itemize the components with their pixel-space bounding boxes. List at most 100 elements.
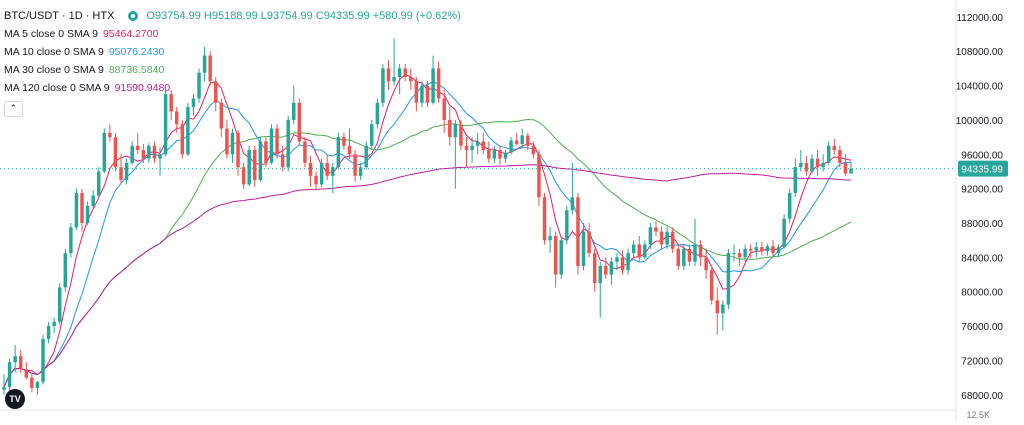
indicator-ma5[interactable]: MA 5 close 0 SMA 9 95464.2700 (4, 28, 158, 40)
candle-body (108, 132, 112, 138)
candle (219, 98, 224, 138)
candle (141, 144, 146, 163)
candle (709, 265, 714, 305)
indicator-ma120[interactable]: MA 120 close 0 SMA 9 91590.9480 (4, 82, 170, 94)
candle (97, 167, 101, 198)
candle-body (598, 265, 602, 284)
candle (565, 205, 569, 245)
indicator-value: 91590.9480 (114, 82, 171, 94)
price-tick-label: 108000.00 (956, 47, 1004, 58)
indicator-label: MA 5 close 0 SMA 9 (4, 28, 98, 40)
candle (832, 138, 837, 155)
candle (799, 150, 803, 172)
candle (236, 130, 240, 176)
candle (592, 248, 597, 292)
candle (721, 300, 725, 331)
candle-body (386, 68, 391, 82)
candle (604, 257, 608, 279)
candle-body (799, 162, 803, 168)
candle (353, 150, 357, 182)
candle (414, 77, 419, 112)
candle (620, 250, 625, 275)
candle (687, 244, 692, 266)
candle-body (308, 162, 313, 176)
candle-body (559, 240, 563, 275)
indicator-ma30[interactable]: MA 30 close 0 SMA 9 88736.5840 (4, 64, 164, 76)
candle-body (147, 145, 151, 159)
collapse-legend-button[interactable]: ⌃ (4, 101, 23, 117)
tradingview-logo[interactable]: TV (5, 389, 25, 409)
candle-body (793, 167, 798, 193)
price-tick-label: 92000.00 (961, 185, 1003, 196)
chevron-up-icon: ⌃ (9, 103, 18, 113)
candle (325, 154, 329, 181)
candle (2, 374, 6, 395)
candle-body (453, 124, 458, 138)
candle-body (180, 124, 185, 155)
candle-body (509, 140, 513, 153)
candle-body (392, 77, 396, 82)
candle (80, 188, 84, 232)
candle-body (97, 171, 101, 196)
candle (581, 223, 586, 271)
candle (364, 141, 368, 170)
candle (136, 132, 140, 155)
candle (297, 98, 302, 146)
candle (69, 223, 73, 258)
candle (670, 227, 675, 254)
candle (737, 248, 742, 266)
candle (286, 115, 290, 172)
candle-body (654, 227, 658, 232)
candle-body (63, 253, 68, 288)
ma-line-120 (3, 164, 852, 388)
price-tick-label: 84000.00 (961, 253, 1003, 264)
candle (787, 188, 792, 224)
candle (442, 89, 446, 133)
candle (637, 235, 641, 262)
candle (409, 68, 413, 90)
candle-body (698, 244, 703, 258)
candle (793, 158, 798, 198)
candle (269, 124, 274, 165)
candle (202, 46, 207, 82)
candle (520, 128, 524, 148)
candle (826, 141, 831, 165)
candle-body (286, 119, 290, 168)
candle-body (57, 287, 62, 322)
candle (102, 128, 107, 174)
candle (30, 373, 34, 393)
candle (292, 85, 296, 125)
candle-body (314, 175, 318, 185)
candle-body (152, 145, 157, 159)
price-tick-label: 96000.00 (961, 150, 1003, 161)
candle (169, 89, 173, 120)
candle-body (648, 227, 653, 245)
candle-body (537, 154, 541, 198)
candle-body (258, 141, 263, 181)
candle-body (843, 162, 848, 174)
candle-body (832, 145, 837, 151)
candle-body (292, 102, 296, 120)
candle-body (643, 244, 647, 258)
symbol-label[interactable]: BTC/USDT · 1D · HTX (4, 10, 115, 22)
candle (631, 240, 636, 258)
candle-body (403, 68, 407, 78)
price-axis[interactable]: 68000.00 72000.00 76000.00 80000.00 84000.00… (956, 13, 1008, 420)
candle-body (13, 356, 17, 363)
market-status-icon (128, 11, 139, 21)
candle (815, 150, 820, 176)
candle (308, 156, 313, 187)
candle-body (130, 145, 134, 163)
candle-body (442, 98, 446, 120)
indicator-ma10[interactable]: MA 10 close 0 SMA 9 95076.2430 (4, 46, 164, 58)
candle-body (687, 248, 692, 262)
candle (821, 154, 825, 172)
candle-body (682, 248, 686, 266)
candle (258, 137, 263, 182)
candle-body (381, 68, 385, 103)
candle (386, 59, 391, 90)
candle-body (693, 244, 697, 262)
indicator-value: 95464.2700 (102, 28, 159, 40)
